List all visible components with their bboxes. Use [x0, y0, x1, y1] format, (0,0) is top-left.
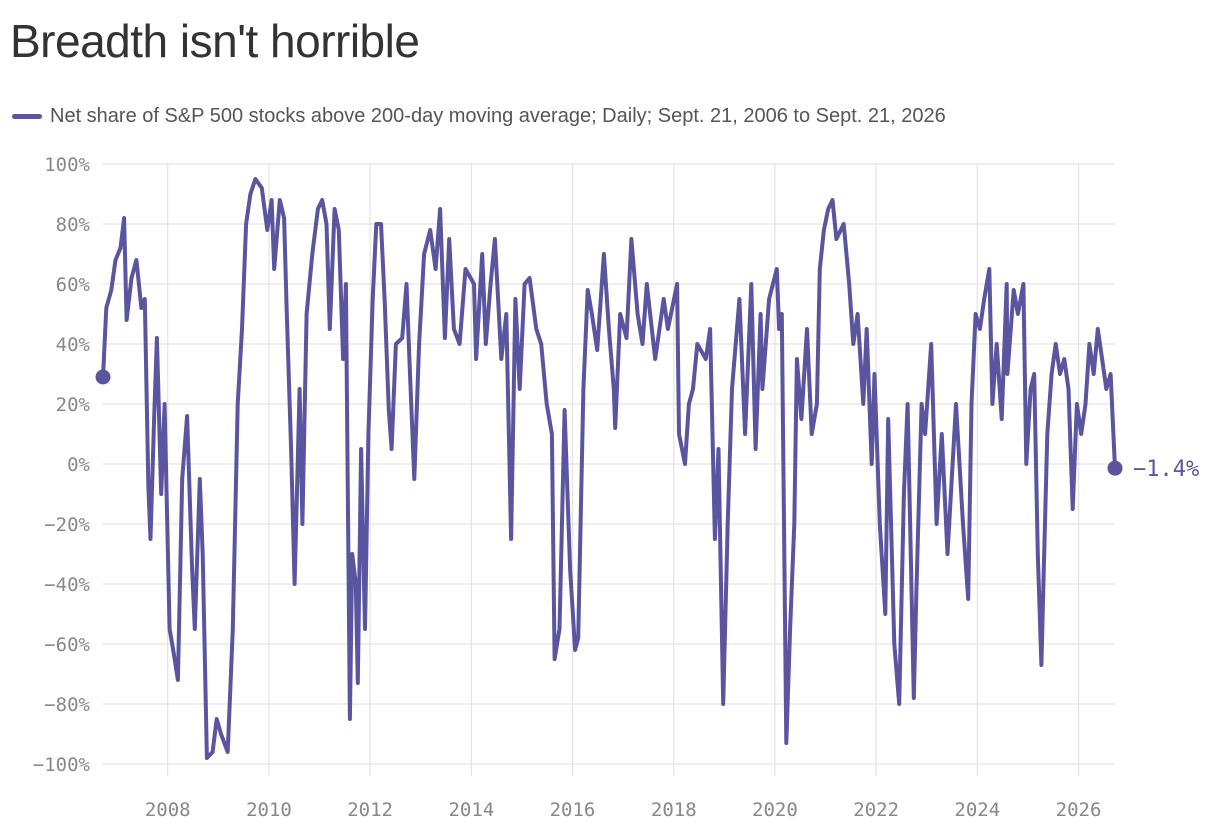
- legend-swatch: [12, 113, 42, 119]
- x-tick-label: 2026: [1056, 799, 1102, 821]
- legend-label: Net share of S&P 500 stocks above 200-da…: [50, 104, 946, 127]
- x-tick-label: 2020: [752, 799, 798, 821]
- x-tick-label: 2014: [448, 799, 494, 821]
- chart-title: Breadth isn't horrible: [10, 15, 420, 67]
- x-tick-label: 2024: [954, 799, 1000, 821]
- series-line: [101, 177, 1117, 760]
- y-tick-label: 40%: [56, 334, 91, 356]
- y-tick-label: −100%: [33, 754, 91, 776]
- legend: Net share of S&P 500 stocks above 200-da…: [12, 104, 946, 128]
- x-tick-label: 2018: [651, 799, 697, 821]
- x-tick-label: 2010: [246, 799, 292, 821]
- x-axis-ticks: 2008 2010 2012 2014 2016 2018 2020 2022 2024 2026: [145, 799, 1102, 821]
- y-tick-label: 20%: [56, 394, 91, 416]
- y-tick-label: 100%: [44, 154, 90, 176]
- y-axis-ticks: 100% 80% 60% 40% 20% 0% −20% −40% −60% −80% −100%: [33, 154, 91, 776]
- end-value-label: −1.4%: [1133, 457, 1199, 482]
- y-tick-label: 60%: [56, 274, 91, 296]
- y-tick-label: −60%: [44, 634, 90, 656]
- x-tick-label: 2016: [550, 799, 596, 821]
- end-point-marker: [1107, 460, 1123, 476]
- x-tick-label: 2012: [347, 799, 393, 821]
- start-point-marker: [95, 369, 111, 385]
- series-layer: −1.4%: [95, 177, 1199, 760]
- y-tick-label: −40%: [44, 574, 90, 596]
- x-tick-label: 2008: [145, 799, 191, 821]
- y-tick-label: 0%: [67, 454, 90, 476]
- y-tick-label: −20%: [44, 514, 90, 536]
- grid-lines: [103, 163, 1115, 776]
- y-tick-label: −80%: [44, 694, 90, 716]
- x-tick-label: 2022: [853, 799, 899, 821]
- y-tick-label: 80%: [56, 214, 91, 236]
